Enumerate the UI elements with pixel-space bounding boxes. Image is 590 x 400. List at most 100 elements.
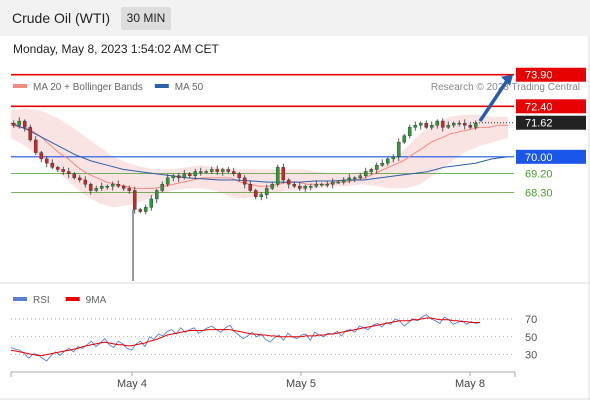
osc-legend-swatch-0 bbox=[13, 297, 27, 301]
level-tag-2 bbox=[516, 115, 586, 130]
candle-body bbox=[385, 158, 390, 164]
legend-label-0: MA 20 + Bollinger Bands bbox=[33, 82, 143, 93]
candle-body bbox=[165, 177, 170, 185]
rsi-line bbox=[10, 313, 481, 362]
candle-body bbox=[473, 122, 478, 128]
candle-body bbox=[72, 173, 77, 179]
candle-body bbox=[413, 125, 418, 128]
candle-body bbox=[187, 173, 192, 176]
candle-body bbox=[297, 186, 302, 189]
osc-tick-label-2: 30 bbox=[525, 350, 537, 362]
candle-body bbox=[209, 169, 214, 172]
candle-body bbox=[303, 186, 308, 189]
instrument-title: Crude Oil (WTI) bbox=[12, 10, 110, 26]
candle-body bbox=[330, 181, 335, 185]
level-tag-1 bbox=[516, 99, 586, 114]
candle-body bbox=[182, 173, 187, 179]
rsi-ma9-line bbox=[10, 317, 480, 356]
candle-body bbox=[440, 120, 445, 128]
timeframe-badge[interactable]: 30 MIN bbox=[121, 7, 171, 30]
candle-body bbox=[341, 179, 346, 183]
chart-credit: Research © 2023 Trading Central bbox=[431, 82, 580, 93]
candle-body bbox=[116, 183, 121, 187]
candle-body bbox=[149, 198, 154, 208]
candle-body bbox=[402, 135, 407, 143]
candle-body bbox=[286, 179, 291, 185]
candle-body bbox=[171, 175, 176, 179]
projection-arrow-head bbox=[501, 74, 513, 86]
candle-body bbox=[253, 190, 258, 198]
candle-body bbox=[226, 169, 231, 172]
candle-body bbox=[154, 190, 159, 200]
osc-tick-label-1: 50 bbox=[525, 332, 537, 344]
candle-body bbox=[435, 120, 440, 126]
candle-body bbox=[242, 177, 247, 185]
level-label-0: 73.90 bbox=[525, 70, 553, 82]
candle-body bbox=[215, 169, 220, 172]
candle-body bbox=[446, 125, 451, 128]
candle-body bbox=[391, 156, 396, 160]
candle-body bbox=[275, 167, 280, 185]
candle-body bbox=[198, 171, 203, 173]
report-datetime: Monday, May 8, 2023 1:54:02 AM CET bbox=[13, 42, 219, 56]
candle-body bbox=[369, 169, 374, 172]
candle-body bbox=[94, 188, 99, 191]
candle-body bbox=[28, 127, 33, 141]
candle-body bbox=[363, 171, 368, 176]
osc-tick-label-0: 70 bbox=[525, 314, 537, 326]
level-tag-3 bbox=[516, 149, 586, 164]
candle-body bbox=[110, 183, 115, 187]
candle-body bbox=[160, 183, 165, 191]
candle-body bbox=[308, 186, 313, 188]
candle-body bbox=[292, 183, 297, 187]
candle-body bbox=[66, 171, 71, 174]
osc-legend-label-1: 9MA bbox=[86, 295, 107, 306]
projection-arrow bbox=[478, 79, 509, 123]
level-label-2: 71.62 bbox=[525, 118, 553, 130]
x-tick-label-0: May 4 bbox=[117, 378, 147, 390]
candle-body bbox=[237, 173, 242, 179]
level-label-1: 72.40 bbox=[525, 101, 553, 113]
candle-body bbox=[325, 183, 330, 186]
candle-body bbox=[457, 122, 462, 125]
candle-body bbox=[270, 183, 275, 189]
candle-body bbox=[193, 171, 198, 176]
bollinger-band bbox=[11, 108, 508, 208]
candle-body bbox=[220, 169, 225, 172]
candle-body bbox=[39, 152, 44, 160]
candle-body bbox=[231, 171, 236, 174]
level-label-3: 70.00 bbox=[525, 152, 553, 164]
level-label-4: 69.20 bbox=[525, 169, 553, 181]
candle-body bbox=[99, 186, 104, 189]
ma50-line bbox=[10, 122, 509, 183]
candle-body bbox=[259, 194, 264, 198]
candle-body bbox=[176, 175, 181, 179]
candle-body bbox=[314, 183, 319, 187]
candle-body bbox=[336, 181, 341, 184]
candle-body bbox=[347, 177, 352, 181]
osc-legend-label-0: RSI bbox=[33, 295, 50, 306]
candle-body bbox=[55, 167, 60, 170]
candle-body bbox=[77, 177, 82, 181]
candle-body bbox=[462, 122, 467, 126]
level-label-5: 68.30 bbox=[525, 188, 553, 200]
candle-body bbox=[121, 186, 126, 189]
candle-body bbox=[429, 125, 434, 128]
candle-body bbox=[418, 122, 423, 126]
candle-body bbox=[11, 122, 16, 126]
osc-legend-swatch-1 bbox=[65, 297, 80, 301]
candle-body bbox=[424, 122, 429, 128]
candle-body bbox=[380, 162, 385, 166]
candle-body bbox=[127, 188, 132, 191]
candle-body bbox=[61, 169, 66, 172]
x-tick-label-2: May 8 bbox=[455, 378, 485, 390]
candle-body bbox=[50, 162, 55, 168]
candle-body bbox=[204, 171, 209, 173]
legend-swatch-1 bbox=[154, 84, 169, 88]
legend-label-1: MA 50 bbox=[175, 82, 204, 93]
candle-body bbox=[396, 141, 401, 158]
ma20-line bbox=[10, 124, 508, 189]
candle-body bbox=[88, 183, 93, 191]
candle-body bbox=[319, 183, 324, 186]
